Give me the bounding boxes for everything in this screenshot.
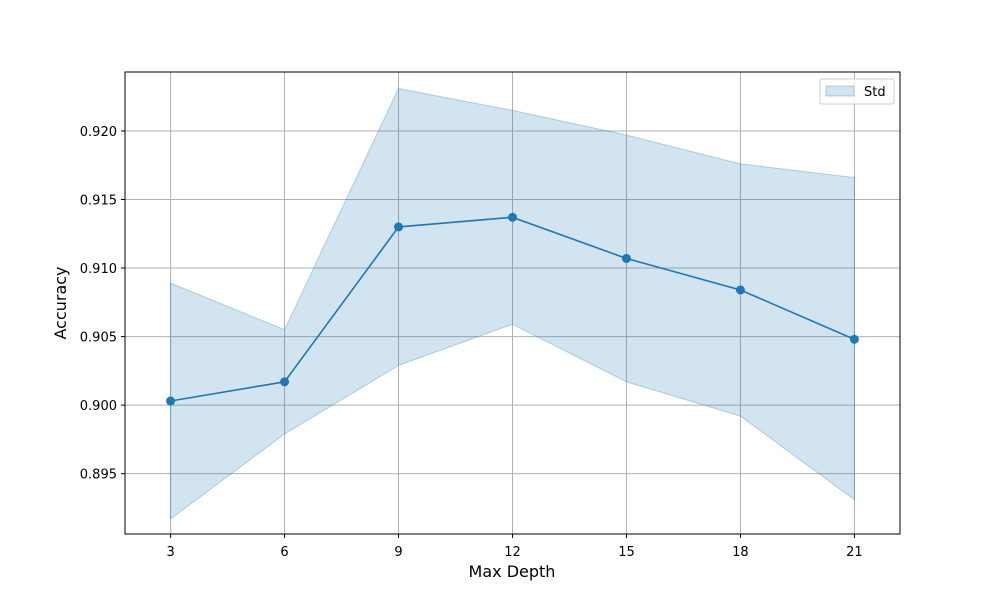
accuracy-point <box>735 285 745 295</box>
legend: Std <box>819 78 895 105</box>
y-tick-label: 0.900 <box>80 399 117 414</box>
x-tick-label: 9 <box>394 545 402 560</box>
legend-label-std: Std <box>864 85 886 100</box>
x-tick-label: 3 <box>166 545 174 560</box>
y-tick-label: 0.895 <box>80 468 117 483</box>
y-tick-label: 0.905 <box>80 331 117 346</box>
axis-ticks: 3 6 9 12 15 18 21 0.895 0.900 0.905 0.910 0.915 0.92… <box>80 125 863 560</box>
accuracy-point <box>394 222 404 232</box>
series-line-layer <box>166 212 859 406</box>
y-tick-label: 0.910 <box>80 262 117 277</box>
x-tick-label: 21 <box>846 545 863 560</box>
accuracy-point <box>508 212 517 222</box>
accuracy-point <box>621 253 631 263</box>
accuracy-point <box>280 377 290 387</box>
x-tick-label: 18 <box>732 545 749 560</box>
y-tick-label: 0.920 <box>80 125 117 140</box>
std-band-layer <box>170 87 855 520</box>
legend-box <box>819 78 895 105</box>
y-tick-label: 0.915 <box>80 193 117 208</box>
std-band <box>170 87 855 520</box>
x-tick-label: 6 <box>280 545 288 560</box>
accuracy-point <box>166 396 176 406</box>
grid-lines <box>125 72 900 534</box>
legend-swatch-std <box>825 85 855 97</box>
x-axis-title: Max Depth <box>469 562 556 581</box>
accuracy-point <box>849 334 859 344</box>
x-tick-label: 15 <box>618 545 635 560</box>
x-tick-label: 12 <box>504 545 521 560</box>
y-axis-title: Accuracy <box>51 266 70 339</box>
